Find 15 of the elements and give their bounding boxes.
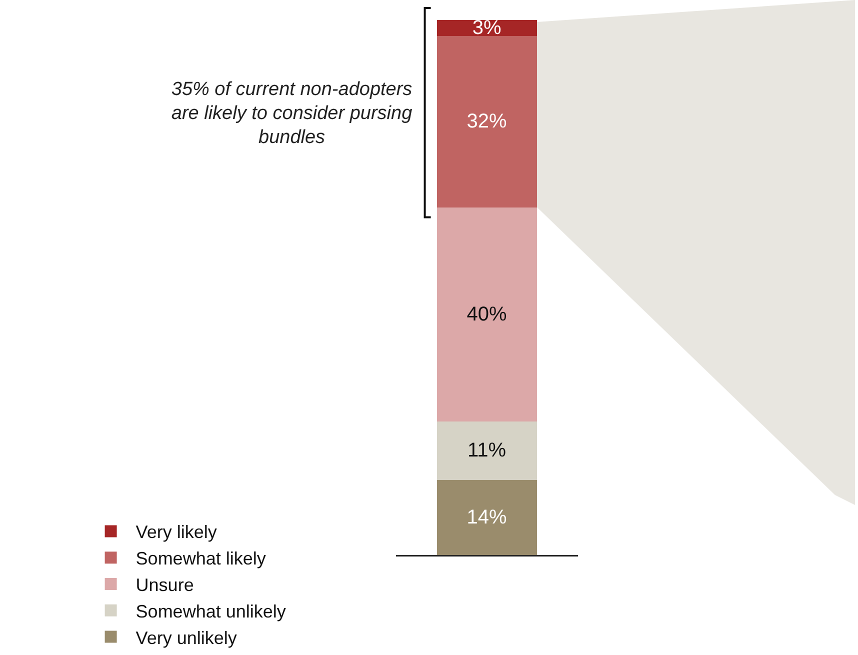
- legend-label: Somewhat likely: [136, 548, 266, 569]
- legend-label: Unsure: [136, 575, 194, 596]
- bar: [436, 421, 537, 480]
- text: 35% of current non-adopters are likely to consider pursing bundles: [170, 78, 414, 150]
- bar: [436, 36, 537, 208]
- legend-label: Very unlikely: [136, 628, 237, 648]
- data-label: 11%: [468, 440, 506, 462]
- data-label: 40%: [466, 303, 508, 326]
- data-label: 32%: [466, 110, 508, 133]
- data-label: 14%: [466, 506, 508, 529]
- data-label: 3%: [472, 17, 502, 40]
- bar: [436, 480, 537, 555]
- bar: [436, 207, 537, 422]
- legend-label: Somewhat unlikely: [136, 601, 286, 622]
- legend-label: Very likely: [136, 522, 217, 542]
